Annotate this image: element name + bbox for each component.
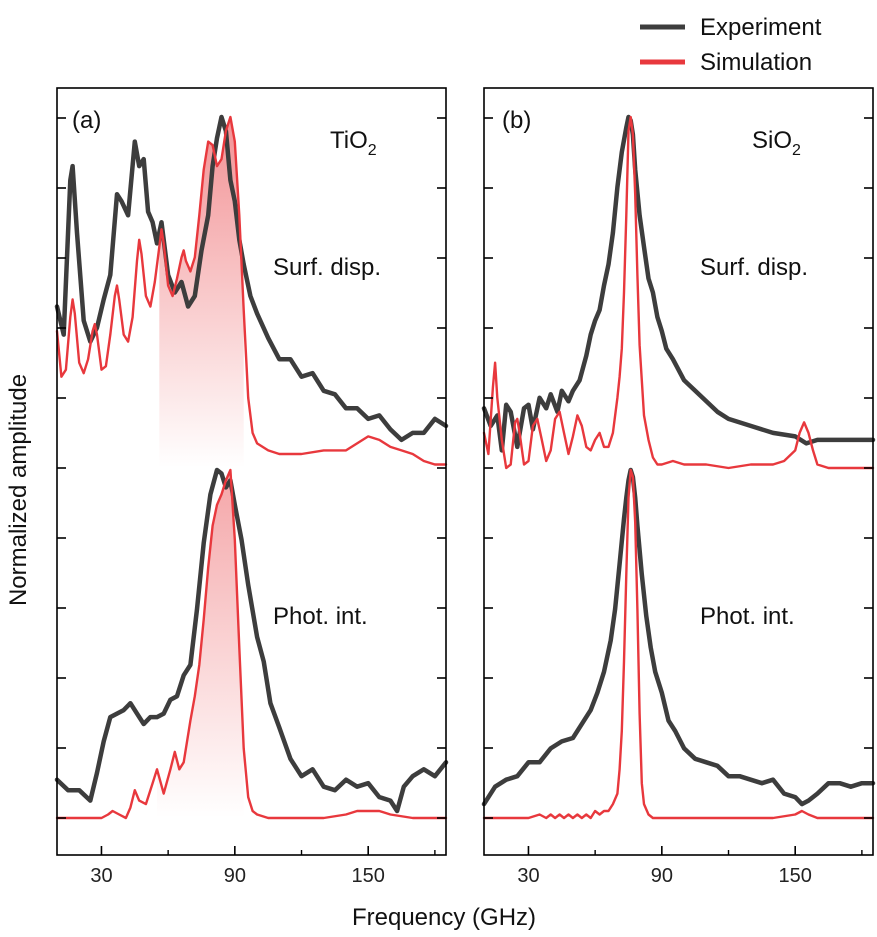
x-axis-title: Frequency (GHz) [352,904,536,931]
panel-a-material: TiO2 [330,127,377,159]
panel-a-experiment-surf-line [54,114,449,443]
legend-label-simulation: Simulation [700,49,812,76]
panel-b-experiment-phot-line [481,467,876,807]
panel-b: 30 90 150 (b) SiO2 Surf. disp. Phot. int. [481,87,876,887]
panel-a-label: (a) [72,107,101,134]
panel-a-experiment-phot-line [54,467,449,814]
panel-a-x-tick-label: 30 [90,865,112,887]
panel-a-fill-surf [159,117,244,468]
panel-a-simulation-phot-line [55,468,448,820]
panel-a-x-tick-label: 90 [224,865,246,887]
panel-a-x-tick-label: 150 [352,865,385,887]
panel-b-simulation-surf-line [482,115,875,470]
panel-a-trace-label-surf: Surf. disp. [273,254,381,281]
panel-a: 30 90 150 (a) TiO2 Surf. disp. Phot. int. [54,87,449,887]
panel-b-trace-label-surf: Surf. disp. [700,254,808,281]
panel-a-fill-phot [157,470,244,818]
panel-b-label: (b) [502,107,531,134]
panel-b-x-tick-label: 30 [517,865,539,887]
panel-b-simulation-phot-line [482,468,875,820]
panel-a-frame [56,87,447,856]
panel-a-simulation-surf-line [55,115,448,466]
panel-a-trace-label-phot: Phot. int. [273,603,368,630]
panel-b-experiment-surf-line [481,114,876,453]
y-axis-title: Normalized amplitude [5,374,32,606]
panel-b-material: SiO2 [752,127,801,159]
panel-b-frame [483,87,874,856]
panel-b-x-tick-label: 150 [779,865,812,887]
panel-b-x-tick-label: 90 [651,865,673,887]
panel-b-trace-label-phot: Phot. int. [700,603,795,630]
legend: Experiment Simulation [640,14,822,76]
legend-label-experiment: Experiment [700,14,822,41]
